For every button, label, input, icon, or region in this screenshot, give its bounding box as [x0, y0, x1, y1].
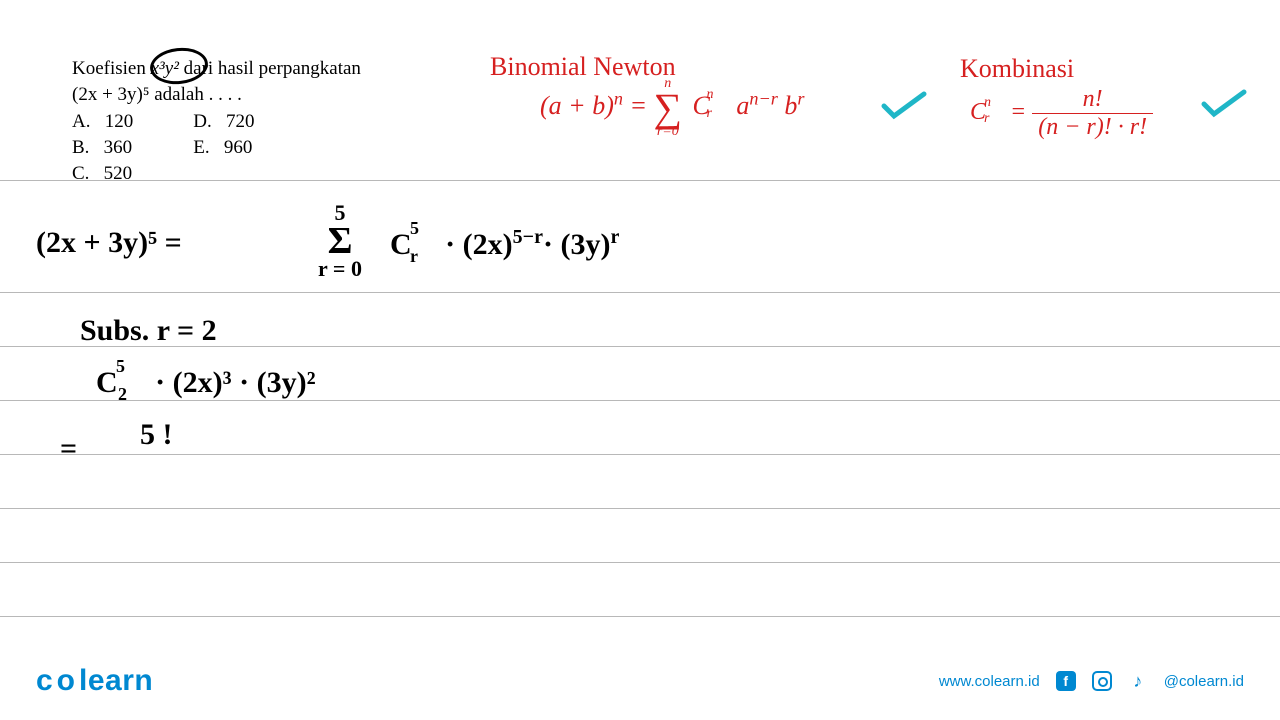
hw-eq: =: [60, 432, 77, 466]
kombinasi-title: Kombinasi: [960, 54, 1074, 84]
logo-a: co: [36, 664, 79, 697]
rule-line: [0, 292, 1280, 293]
footer-handle: @colearn.id: [1164, 673, 1244, 690]
sigma-bot: r=0: [654, 124, 683, 140]
bn-a: a: [736, 91, 749, 120]
km-den: (n − r)! · r!: [1032, 113, 1153, 141]
km-c-sub: r: [984, 111, 989, 127]
hw-c-sup: 5: [410, 218, 419, 239]
choice-e: E. 960: [193, 135, 254, 161]
rule-line: [0, 454, 1280, 455]
choices-col-2: D. 720 E. 960: [193, 109, 254, 186]
rule-line: [0, 562, 1280, 563]
km-c-sup: n: [984, 95, 991, 111]
hw3-sup: 5: [116, 356, 125, 377]
rule-line: [0, 400, 1280, 401]
footer-right: www.colearn.id f ♪ @colearn.id: [939, 671, 1244, 691]
bn-lhs: (a + b): [540, 91, 614, 120]
choice-a: A. 120: [72, 109, 133, 135]
hw-line2: Subs. r = 2: [80, 314, 217, 348]
footer: colearn www.colearn.id f ♪ @colearn.id: [0, 664, 1280, 698]
facebook-icon: f: [1056, 671, 1076, 691]
bn-b-exp: r: [797, 88, 804, 108]
hw-sigma-symbol: Σ: [310, 226, 370, 256]
bn-c-sub: r: [707, 106, 712, 122]
q-line2: (2x + 3y)⁵ adalah . . . .: [72, 82, 432, 108]
hw-line3: C52 · (2x)³ · (3y)²: [96, 366, 316, 400]
hw-sigma: 5 Σ r = 0: [310, 200, 370, 282]
km-num: n!: [1032, 86, 1153, 113]
hw-line4-num: 5 !: [140, 418, 173, 452]
instagram-icon: [1092, 671, 1112, 691]
q-suffix: dari hasil perpangkatan: [179, 58, 361, 79]
checkmark-icon: [880, 88, 930, 128]
hw3-C: C: [96, 366, 118, 399]
choices: A. 120 B. 360 C. 520 D. 720 E. 960: [72, 109, 432, 186]
choice-b: B. 360: [72, 135, 133, 161]
bn-b: b: [778, 91, 798, 120]
tiktok-icon: ♪: [1128, 671, 1148, 691]
choice-c: C. 520: [72, 161, 133, 187]
question-text: Koefisien x³y² dari hasil perpangkatan (…: [72, 56, 432, 186]
hw-line1-rhs: C5r · (2x)5−r· (3y)r: [390, 226, 619, 262]
choices-col-1: A. 120 B. 360 C. 520: [72, 109, 133, 186]
bn-a-exp: n−r: [749, 88, 777, 108]
choice-d: D. 720: [193, 109, 254, 135]
hw-dot1: · (2x): [445, 228, 513, 261]
logo: colearn: [36, 664, 153, 698]
hw-exp2: r: [610, 226, 619, 248]
bn-exp-n: n: [614, 88, 623, 108]
km-eq: =: [1010, 99, 1032, 125]
hw-exp1: 5−r: [513, 226, 543, 248]
hw3-sub: 2: [118, 384, 127, 405]
page: Koefisien x³y² dari hasil perpangkatan (…: [0, 0, 1280, 720]
hw-C: C: [390, 228, 412, 261]
checkmark-icon: [1200, 86, 1250, 126]
km-fraction: n! (n − r)! · r!: [1032, 86, 1153, 141]
hw-c-sub: r: [410, 246, 418, 267]
q-prefix: Koefisien: [72, 58, 151, 79]
hw-dot2: · (3y): [543, 228, 611, 261]
rule-line: [0, 616, 1280, 617]
binomial-formula: (a + b)n = n ∑ r=0 Cnr an−r br: [540, 76, 804, 140]
hw-line1-lhs: (2x + 3y)⁵ =: [36, 226, 182, 260]
sigma-symbol: ∑: [654, 92, 683, 124]
sigma-icon: n ∑ r=0: [654, 76, 683, 140]
footer-url: www.colearn.id: [939, 673, 1040, 690]
hw3-rest: · (2x)³ · (3y)²: [155, 366, 315, 399]
rule-line: [0, 508, 1280, 509]
bn-c-sup: n: [707, 87, 714, 103]
bn-eq: =: [623, 91, 654, 120]
kombinasi-formula: Cnr = n! (n − r)! · r!: [970, 86, 1153, 141]
q-term: x³y²: [151, 58, 179, 79]
hw-sigma-bot: r = 0: [310, 256, 370, 282]
logo-b: learn: [79, 664, 153, 697]
